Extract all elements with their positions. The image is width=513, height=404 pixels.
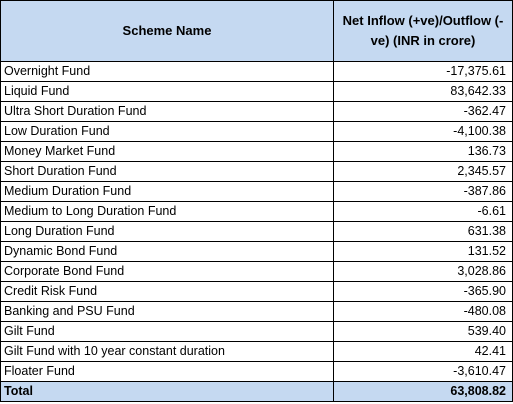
table-row: Gilt Fund with 10 year constant duration… xyxy=(0,341,513,362)
net-flow-cell: 539.40 xyxy=(333,321,513,342)
scheme-name-cell: Overnight Fund xyxy=(0,61,334,82)
net-flow-cell: 136.73 xyxy=(333,141,513,162)
scheme-name-cell: Low Duration Fund xyxy=(0,121,334,142)
net-flow-cell: 631.38 xyxy=(333,221,513,242)
scheme-name-cell: Medium to Long Duration Fund xyxy=(0,201,334,222)
table-row: Short Duration Fund 2,345.57 xyxy=(0,161,513,182)
net-flow-cell: -365.90 xyxy=(333,281,513,302)
table-row: Corporate Bond Fund 3,028.86 xyxy=(0,261,513,282)
scheme-name-cell: Liquid Fund xyxy=(0,81,334,102)
net-flow-cell: 2,345.57 xyxy=(333,161,513,182)
scheme-name-cell: Gilt Fund with 10 year constant duration xyxy=(0,341,334,362)
scheme-name-cell: Gilt Fund xyxy=(0,321,334,342)
scheme-name-cell: Credit Risk Fund xyxy=(0,281,334,302)
scheme-name-cell: Short Duration Fund xyxy=(0,161,334,182)
scheme-name-cell: Medium Duration Fund xyxy=(0,181,334,202)
net-flow-cell: -4,100.38 xyxy=(333,121,513,142)
scheme-name-cell: Ultra Short Duration Fund xyxy=(0,101,334,122)
net-flow-cell: -6.61 xyxy=(333,201,513,222)
total-row: Total 63,808.82 xyxy=(0,381,513,402)
table-row: Money Market Fund 136.73 xyxy=(0,141,513,162)
table-row: Dynamic Bond Fund 131.52 xyxy=(0,241,513,262)
table-row: Credit Risk Fund -365.90 xyxy=(0,281,513,302)
scheme-name-cell: Money Market Fund xyxy=(0,141,334,162)
scheme-name-cell: Floater Fund xyxy=(0,361,334,382)
net-flow-cell: -3,610.47 xyxy=(333,361,513,382)
scheme-name-cell: Corporate Bond Fund xyxy=(0,261,334,282)
total-value: 63,808.82 xyxy=(333,381,513,402)
net-flow-cell: 42.41 xyxy=(333,341,513,362)
net-flow-cell: -17,375.61 xyxy=(333,61,513,82)
header-net-flow: Net Inflow (+ve)/Outflow (-ve) (INR in c… xyxy=(333,0,513,62)
net-flow-cell: 83,642.33 xyxy=(333,81,513,102)
total-label: Total xyxy=(0,381,334,402)
table-row: Banking and PSU Fund -480.08 xyxy=(0,301,513,322)
table-row: Long Duration Fund 631.38 xyxy=(0,221,513,242)
table-row: Medium Duration Fund -387.86 xyxy=(0,181,513,202)
scheme-name-cell: Dynamic Bond Fund xyxy=(0,241,334,262)
net-flow-cell: -480.08 xyxy=(333,301,513,322)
net-flow-cell: 131.52 xyxy=(333,241,513,262)
net-flow-cell: -362.47 xyxy=(333,101,513,122)
table-row: Liquid Fund 83,642.33 xyxy=(0,81,513,102)
header-scheme-name: Scheme Name xyxy=(0,0,334,62)
net-flow-cell: -387.86 xyxy=(333,181,513,202)
table-body: Overnight Fund -17,375.61 Liquid Fund 83,64… xyxy=(0,61,513,382)
table-row: Low Duration Fund -4,100.38 xyxy=(0,121,513,142)
table-row: Gilt Fund 539.40 xyxy=(0,321,513,342)
scheme-name-cell: Long Duration Fund xyxy=(0,221,334,242)
table-row: Medium to Long Duration Fund -6.61 xyxy=(0,201,513,222)
table-row: Ultra Short Duration Fund -362.47 xyxy=(0,101,513,122)
table-header-row: Scheme Name Net Inflow (+ve)/Outflow (-v… xyxy=(0,0,513,62)
scheme-name-cell: Banking and PSU Fund xyxy=(0,301,334,322)
table-row: Floater Fund -3,610.47 xyxy=(0,361,513,382)
net-flow-cell: 3,028.86 xyxy=(333,261,513,282)
table-row: Overnight Fund -17,375.61 xyxy=(0,61,513,82)
